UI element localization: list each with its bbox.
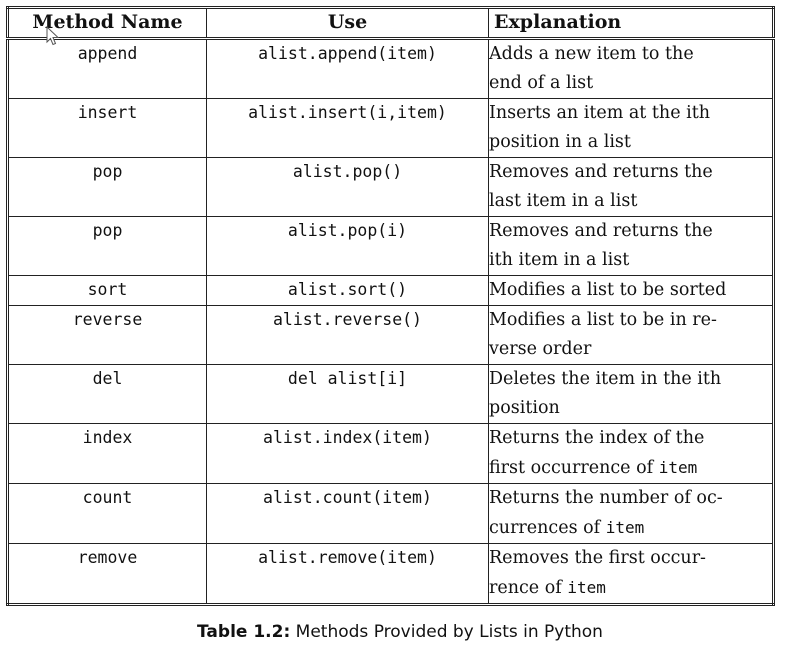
table-row: reverse alist.reverse() Modifies a list … xyxy=(7,305,774,365)
explanation-line: position xyxy=(489,398,560,418)
explanation-line: Removes the first occur- xyxy=(489,548,706,568)
method-name-cell: count xyxy=(7,483,207,544)
method-explanation-cell: Modifies a list to be in re- verse order xyxy=(488,305,774,365)
method-explanation-cell: Inserts an item at the ith position in a… xyxy=(488,98,774,158)
method-explanation-cell: Removes and returns the last item in a l… xyxy=(488,157,774,217)
table-row: append alist.append(item) Adds a new ite… xyxy=(7,38,774,99)
method-use-cell: alist.count(item) xyxy=(206,483,489,544)
explanation-line: first occurrence of xyxy=(489,458,654,478)
method-name-cell: remove xyxy=(7,543,207,605)
table-row: count alist.count(item) Returns the numb… xyxy=(7,483,774,544)
method-explanation-cell: Adds a new item to the end of a list xyxy=(488,38,774,99)
method-name-cell: index xyxy=(7,423,207,484)
method-use-cell: del alist[i] xyxy=(206,364,489,424)
table-row: del del alist[i] Deletes the item in the… xyxy=(7,364,774,424)
method-use-cell: alist.insert(i,item) xyxy=(206,98,489,158)
method-use-cell: alist.pop() xyxy=(206,157,489,217)
inline-code: item xyxy=(658,458,698,477)
method-explanation-cell: Returns the number of oc- currences of i… xyxy=(488,483,774,544)
explanation-line: Removes and returns the xyxy=(489,221,713,241)
method-use-cell: alist.append(item) xyxy=(206,38,489,99)
method-explanation-cell: Returns the index of the first occurrenc… xyxy=(488,423,774,484)
table-header-row: Method Name Use Explanation xyxy=(7,7,774,40)
explanation-line: end of a list xyxy=(489,73,594,93)
explanation-line: last item in a list xyxy=(489,191,638,211)
method-use-cell: alist.remove(item) xyxy=(206,543,489,605)
explanation-line: ith item in a list xyxy=(489,250,630,270)
method-explanation-cell: Removes the first occur- rence of item xyxy=(488,543,774,605)
inline-code: item xyxy=(605,518,645,537)
explanation-line: currences of xyxy=(489,518,601,538)
header-use: Use xyxy=(206,7,489,40)
table-row: index alist.index(item) Returns the inde… xyxy=(7,423,774,484)
explanation-line: Modifies a list to be sorted xyxy=(489,280,727,300)
explanation-line: Returns the index of the xyxy=(489,428,705,448)
method-use-cell: alist.index(item) xyxy=(206,423,489,484)
mouse-pointer-icon xyxy=(46,26,60,46)
table-row: pop alist.pop(i) Removes and returns the… xyxy=(7,216,774,276)
explanation-line: Returns the number of oc- xyxy=(489,488,723,508)
explanation-line: Deletes the item in the ith xyxy=(489,369,722,389)
explanation-line: Modifies a list to be in re- xyxy=(489,310,717,330)
explanation-line: Adds a new item to the xyxy=(489,44,694,64)
method-name-cell: sort xyxy=(7,275,207,306)
explanation-line: position in a list xyxy=(489,132,631,152)
explanation-line: rence of xyxy=(489,578,562,598)
method-name-cell: pop xyxy=(7,157,207,217)
method-use-cell: alist.sort() xyxy=(206,275,489,306)
explanation-line: Removes and returns the xyxy=(489,162,713,182)
method-explanation-cell: Modifies a list to be sorted xyxy=(488,275,774,306)
method-name-cell: append xyxy=(7,38,207,99)
method-explanation-cell: Deletes the item in the ith position xyxy=(488,364,774,424)
method-explanation-cell: Removes and returns the ith item in a li… xyxy=(488,216,774,276)
method-name-cell: insert xyxy=(7,98,207,158)
caption-label: Table 1.2: xyxy=(197,622,291,642)
method-name-cell: pop xyxy=(7,216,207,276)
caption-text: Methods Provided by Lists in Python xyxy=(295,622,603,642)
explanation-line: verse order xyxy=(489,339,592,359)
table-row: pop alist.pop() Removes and returns the … xyxy=(7,157,774,217)
explanation-line: Inserts an item at the ith xyxy=(489,103,711,123)
method-use-cell: alist.pop(i) xyxy=(206,216,489,276)
table-row: sort alist.sort() Modifies a list to be … xyxy=(7,275,774,306)
header-method-name: Method Name xyxy=(7,7,207,40)
method-use-cell: alist.reverse() xyxy=(206,305,489,365)
methods-table: Method Name Use Explanation append alist… xyxy=(6,6,775,606)
table-row: remove alist.remove(item) Removes the fi… xyxy=(7,543,774,605)
table-row: insert alist.insert(i,item) Inserts an i… xyxy=(7,98,774,158)
header-explanation: Explanation xyxy=(488,7,774,40)
inline-code: item xyxy=(567,578,606,597)
method-name-cell: del xyxy=(7,364,207,424)
method-name-cell: reverse xyxy=(7,305,207,365)
table-caption: Table 1.2: Methods Provided by Lists in … xyxy=(0,622,800,642)
